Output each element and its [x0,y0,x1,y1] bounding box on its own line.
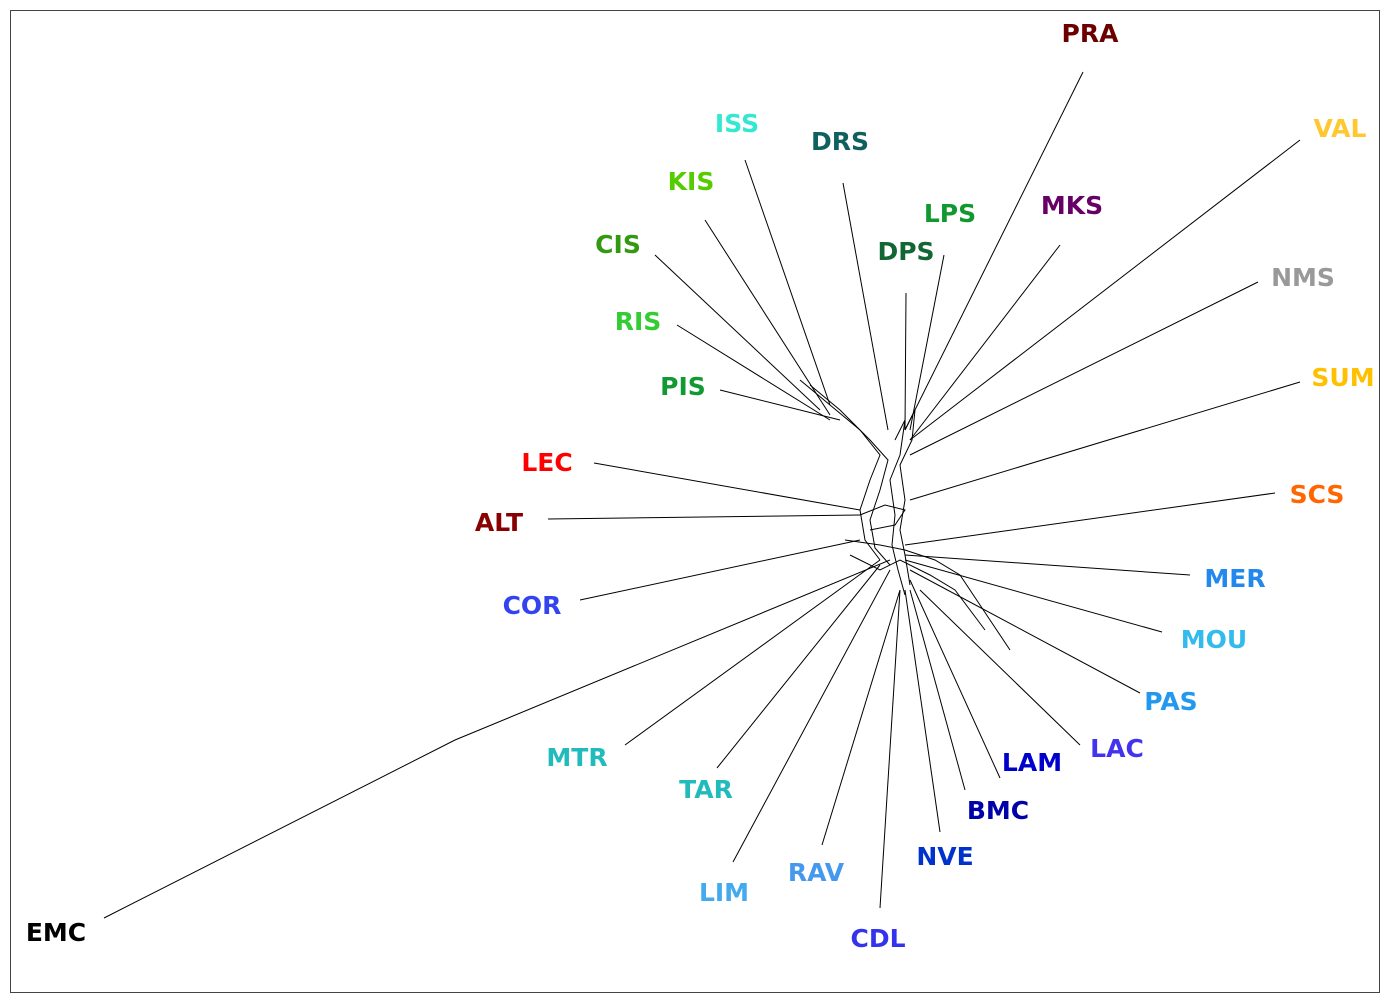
taxon-label: NMS [1271,263,1335,292]
taxon-label: ISS [715,109,759,138]
edge [909,281,1259,456]
edge [676,324,831,421]
taxon-label: EMC [26,918,86,947]
split-edge [859,504,906,531]
edge [904,292,907,431]
edge [904,492,1276,546]
taxon-label: PIS [660,372,706,401]
split-edge [844,539,1011,651]
edge [654,254,821,411]
edge [579,539,861,601]
edge [744,159,831,406]
edge [909,381,1301,501]
taxon-label: RAV [788,858,845,887]
taxon-label: MKS [1041,191,1103,220]
edge [624,559,881,746]
network-core [799,379,1011,651]
edge [909,139,1301,441]
edge [909,244,1061,441]
taxon-label: BMC [967,796,1029,825]
edge [593,462,861,511]
edge [919,589,1081,746]
taxon-label: ALT [475,508,523,537]
taxon-label: DRS [811,127,869,156]
taxon-label: LEC [521,448,572,477]
taxon-label: DPS [877,237,934,266]
taxon-label: LAM [1002,748,1062,777]
taxon-label: VAL [1314,114,1367,143]
taxon-label: LIM [699,878,749,907]
taxon-label: LPS [924,199,976,228]
frame [10,10,1380,993]
edge [103,559,891,919]
taxon-label: CIS [595,230,641,259]
edge [842,182,889,431]
edge [879,589,901,909]
taxon-label: MOU [1181,625,1247,654]
edge [909,589,966,791]
edge [904,589,941,833]
taxon-label: PAS [1144,687,1197,716]
edge [904,559,1163,633]
taxon-label: MTR [546,743,607,772]
taxon-label: MER [1204,564,1265,593]
split-edge [799,379,881,561]
split-edge [809,384,891,566]
taxon-label: SUM [1311,363,1374,392]
taxon-label: COR [503,591,562,620]
taxon-label: SCS [1290,480,1345,509]
edge [547,514,861,520]
taxon-label: TAR [679,775,733,804]
split-edge [899,409,916,586]
edge [716,564,881,769]
edge [904,71,1084,431]
taxon-label: CDL [850,924,905,953]
taxon-label: PRA [1062,19,1120,48]
edge [909,569,1141,694]
taxon-label: LAC [1090,734,1144,763]
taxon-label: KIS [668,167,715,196]
taxon-label: NVE [916,842,973,871]
edge [704,219,831,416]
edge [732,569,891,863]
edge [719,389,841,421]
edge [909,254,945,431]
taxon-label: RIS [615,307,662,336]
edge [821,589,901,846]
edge [904,554,1191,576]
edge [909,579,1001,779]
split-edge [889,419,906,596]
